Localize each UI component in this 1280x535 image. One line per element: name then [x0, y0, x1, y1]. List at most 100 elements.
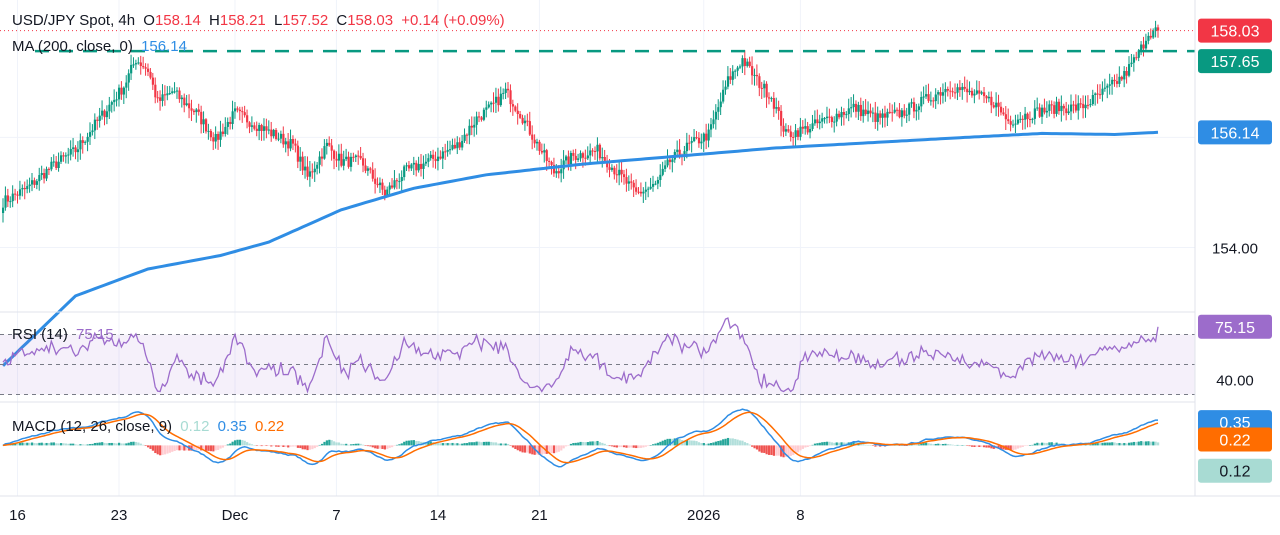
candle-body [717, 107, 720, 112]
candle-body [272, 129, 275, 137]
candle-body [806, 126, 809, 133]
candle-body [473, 124, 476, 128]
candle-body [93, 119, 97, 131]
candle-body [347, 156, 350, 167]
macd-histogram-bar [1050, 442, 1053, 446]
candle-body [854, 103, 858, 112]
macd-histogram-bar [639, 445, 643, 448]
candle-body [1024, 113, 1027, 120]
candle-body [1074, 104, 1078, 111]
candle-body [1009, 121, 1012, 125]
candle-body [328, 142, 331, 146]
candle-body [992, 105, 995, 108]
macd-histogram-bar [891, 445, 894, 446]
macd-histogram-bar [601, 442, 604, 446]
macd-histogram-bar [209, 445, 213, 452]
candle-body [712, 119, 715, 125]
macd-histogram-bar [625, 445, 628, 448]
candle-body [963, 86, 966, 89]
macd-histogram-bar [898, 445, 901, 446]
candle-body [661, 168, 664, 175]
macd-histogram-bar [306, 445, 309, 451]
macd-histogram-bar [354, 443, 357, 446]
macd-histogram-bar [688, 440, 691, 446]
macd-histogram-bar [142, 444, 145, 446]
macd-pane[interactable] [2, 408, 1160, 468]
macd-histogram-bar [823, 441, 826, 446]
candle-body [1142, 44, 1145, 49]
macd-histogram-bar [1016, 445, 1020, 449]
candle-body [161, 94, 164, 101]
candle-body [1033, 108, 1036, 119]
candle-body [825, 116, 829, 119]
candle-body [601, 157, 604, 159]
macd-histogram-bar [451, 442, 454, 446]
candle-body [763, 83, 766, 89]
macd-histogram-bar [548, 445, 551, 454]
macd-signal-value: 0.22 [254, 418, 285, 435]
candle-body [910, 102, 913, 104]
macd-histogram-bar [364, 445, 367, 446]
high-value: H158.21 [209, 12, 266, 29]
rsi-line [2, 317, 1159, 394]
macd-histogram-bar [161, 445, 164, 455]
candle-body [951, 91, 954, 93]
candle-body [277, 138, 280, 140]
macd-histogram-bar [248, 443, 251, 446]
candle-body [1002, 112, 1005, 115]
candle-body [279, 133, 283, 139]
candle-body [253, 125, 256, 129]
macd-histogram-bar [226, 444, 229, 446]
candle-body [156, 97, 159, 99]
candle-body [533, 139, 536, 144]
macd-histogram-bar [403, 441, 406, 446]
macd-histogram-bar [1086, 444, 1090, 446]
macd-histogram-bar [726, 437, 730, 446]
macd-histogram-bar [654, 443, 657, 446]
macd-histogram-bar [712, 442, 715, 446]
macd-histogram-bar [707, 443, 710, 446]
candle-body [163, 94, 167, 96]
candle-body [139, 62, 142, 67]
macd-histogram-bar [132, 441, 135, 446]
macd-histogram-bar [453, 443, 457, 446]
candle-body [250, 125, 254, 127]
macd-histogram-bar [610, 445, 614, 447]
candle-body [453, 144, 457, 149]
candle-body [255, 128, 258, 131]
candle-body [799, 126, 802, 137]
macd-histogram-bar [821, 442, 824, 446]
macd-histogram-bar [214, 445, 217, 451]
candle-body [1007, 119, 1010, 122]
macd-histogram-bar [316, 445, 319, 447]
rsi-pane[interactable] [0, 317, 1195, 395]
price-pane[interactable] [0, 0, 1195, 496]
candle-body [1082, 103, 1085, 109]
candle-body [840, 112, 843, 118]
macd-histogram-bar [134, 441, 138, 446]
macd-histogram-bar [1106, 442, 1109, 446]
candle-body [330, 145, 333, 151]
candle-body [33, 180, 36, 185]
macd-histogram-bar [352, 444, 355, 446]
candle-body [388, 185, 391, 190]
macd-histogram-bar [946, 443, 949, 446]
macd-histogram-bar [784, 445, 788, 457]
candle-body [50, 161, 53, 170]
candle-body [432, 154, 435, 159]
candle-body [995, 102, 998, 108]
candle-body [606, 160, 609, 168]
macd-histogram-bar [1036, 442, 1039, 446]
candle-body [492, 102, 495, 104]
macd-histogram-bar [772, 445, 776, 456]
candle-body [507, 88, 510, 91]
candle-body [103, 110, 106, 118]
macd-histogram-bar [1157, 442, 1160, 446]
candle-body [659, 174, 662, 180]
candle-body [217, 133, 220, 140]
macd-histogram-bar [939, 444, 942, 446]
macd-histogram-bar [468, 442, 471, 446]
macd-histogram-bar [630, 445, 633, 448]
candle-body [664, 165, 667, 169]
